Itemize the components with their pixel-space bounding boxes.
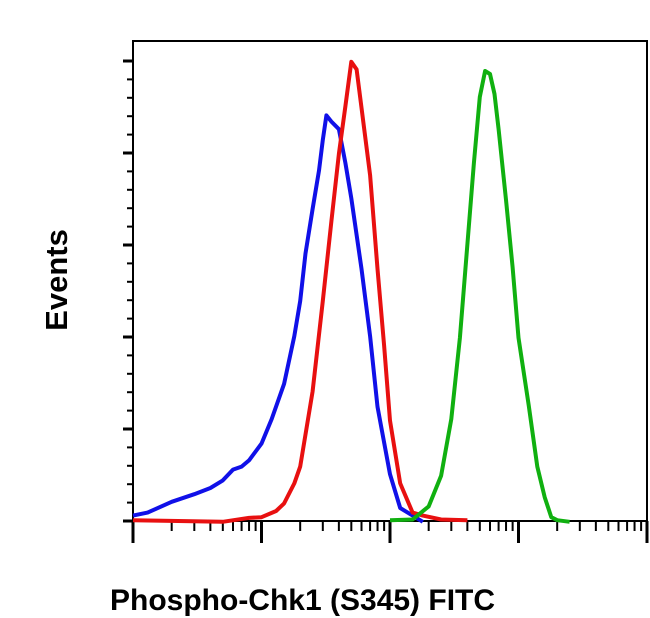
series-line-1	[132, 113, 424, 524]
series-line-3	[389, 69, 570, 524]
series-group	[132, 59, 570, 524]
axis-ticks	[123, 59, 649, 543]
series-line-2	[132, 59, 468, 524]
plot-frame	[132, 40, 648, 522]
y-axis-label: Events	[38, 229, 74, 331]
x-axis-label: Phospho-Chk1 (S345) FITC	[110, 584, 496, 617]
